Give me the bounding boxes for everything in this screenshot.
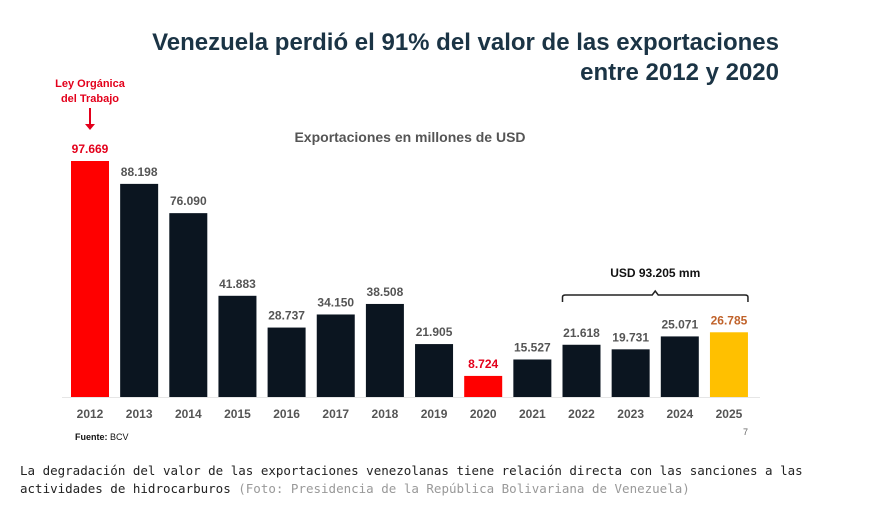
data-label-2013: 88.198 [121,165,158,179]
x-tick-label-2018: 2018 [372,407,399,421]
x-tick-label-2020: 2020 [470,407,497,421]
slide-title: Venezuela perdió el 91% del valor de las… [152,28,779,88]
x-tick-label-2014: 2014 [175,407,202,421]
bar-2020 [464,375,503,397]
caption-credit: (Foto: Presidencia de la República Boliv… [238,481,690,496]
caption-text: La degradación del valor de las exportac… [20,463,803,496]
data-label-2024: 25.071 [661,317,698,331]
bar-2025 [709,332,748,397]
title-line-2: entre 2012 y 2020 [580,59,779,86]
data-label-2022: 21.618 [563,326,600,340]
x-tick-label-2022: 2022 [568,407,595,421]
bar-2021 [513,359,552,397]
data-label-2023: 19.731 [612,330,649,344]
data-label-2017: 34.150 [317,295,354,309]
data-label-2015: 41.883 [219,277,256,291]
bar-2022 [562,344,601,397]
data-label-2021: 15.527 [514,340,551,354]
x-tick-label-2012: 2012 [77,407,104,421]
x-tick-label-2016: 2016 [273,407,300,421]
data-label-2014: 76.090 [170,194,207,208]
bar-2023 [611,349,650,397]
bar-2015 [218,295,257,397]
bracket-label: USD 93.205 mm [610,266,700,280]
bracket-icon [561,289,749,302]
data-label-2025: 26.785 [711,313,748,327]
x-tick-label-2021: 2021 [519,407,546,421]
data-label-2020: 8.724 [468,357,498,371]
caption: La degradación del valor de las exportac… [20,462,874,498]
bar-2014 [169,213,208,397]
data-label-2018: 38.508 [367,285,404,299]
page-number: 7 [743,427,749,437]
bar-2017 [316,314,355,397]
x-tick-label-2017: 2017 [322,407,349,421]
data-label-2016: 28.737 [268,309,305,323]
x-tick-label-2013: 2013 [126,407,153,421]
annotation-arrow-icon [89,108,91,126]
source-value: BCV [110,432,129,442]
x-tick-label-2019: 2019 [421,407,448,421]
source-note: Fuente: BCV [75,432,129,442]
bar-2018 [365,303,404,397]
annotation-label: Ley Orgánica del Trabajo [55,78,125,105]
bar-2019 [415,344,454,397]
bar-2016 [267,327,306,397]
x-tick-label-2024: 2024 [666,407,693,421]
data-label-2012: 97.669 [72,142,109,156]
data-label-2019: 21.905 [416,325,453,339]
title-line-1: Venezuela perdió el 91% del valor de las… [152,29,779,56]
x-tick-label-2025: 2025 [716,407,743,421]
bar-2013 [120,183,159,397]
chart-title: Exportaciones en millones de USD [294,129,526,145]
x-tick-label-2023: 2023 [617,407,644,421]
arrowhead-icon [85,124,95,130]
bar-2024 [660,336,699,397]
source-label: Fuente: [75,432,108,442]
bar-2012 [71,161,109,397]
x-tick-label-2015: 2015 [224,407,251,421]
